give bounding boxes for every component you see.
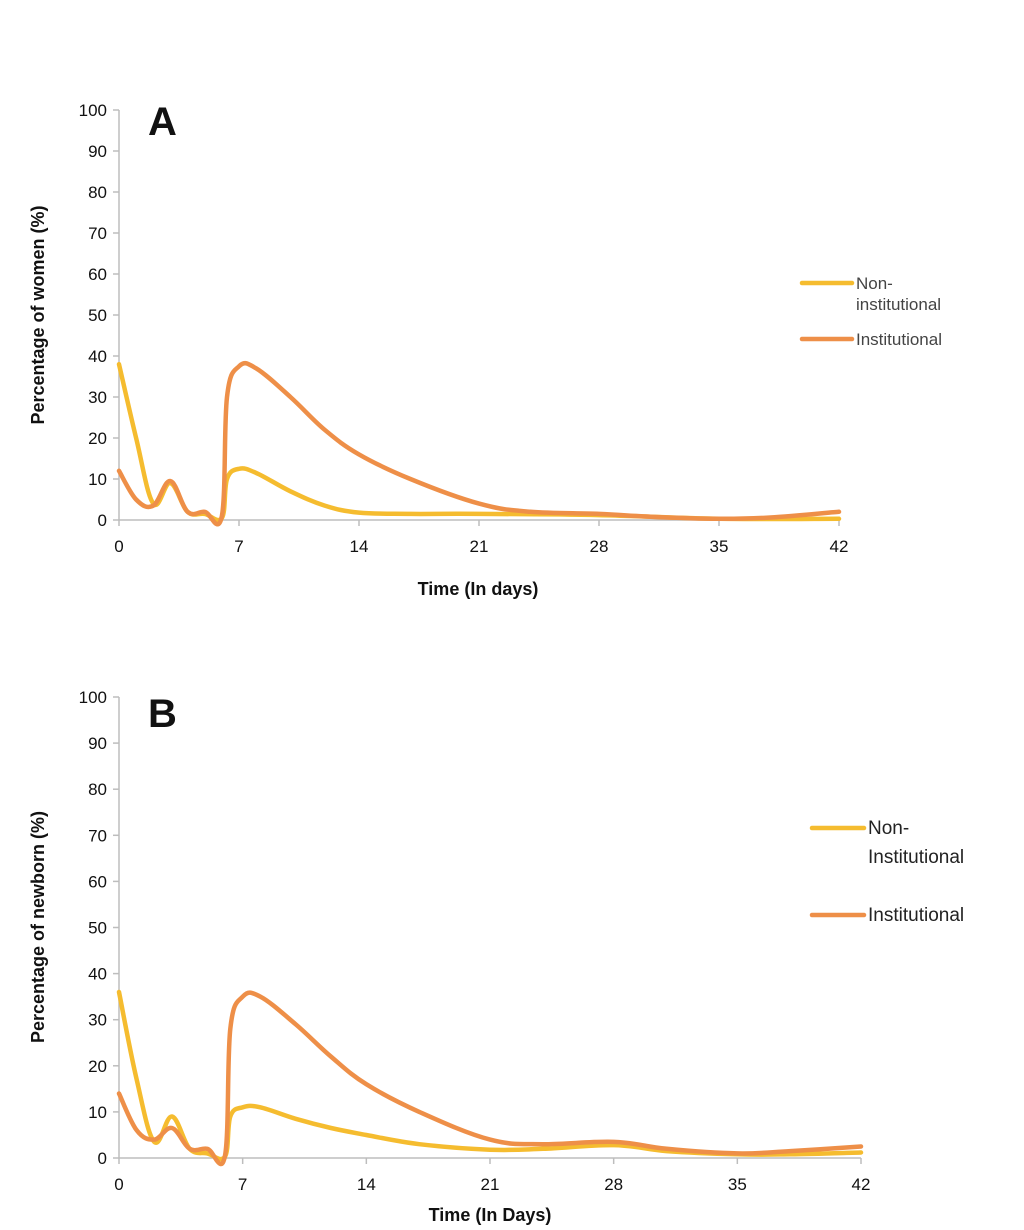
- legend-item: Non- Institutional: [809, 818, 964, 868]
- x-tick-label: 7: [234, 537, 243, 556]
- chart-panel-a: A Time (In days) Percentage of women (%)…: [28, 100, 942, 599]
- y-tick-label: 70: [88, 224, 107, 243]
- x-axis-title: Time (In days): [418, 579, 539, 599]
- y-tick-label: 0: [98, 1149, 107, 1168]
- y-tick-label: 100: [79, 688, 107, 707]
- legend-item: Non-institutional: [799, 274, 941, 314]
- x-tick-label: 21: [481, 1175, 500, 1194]
- y-tick-label: 10: [88, 1103, 107, 1122]
- x-tick-label: 35: [728, 1175, 747, 1194]
- x-tick-label: 28: [590, 537, 609, 556]
- y-tick-label: 90: [88, 142, 107, 161]
- y-tick-label: 100: [79, 101, 107, 120]
- legend-label: Institutional: [856, 330, 942, 349]
- x-tick-label: 7: [238, 1175, 247, 1194]
- series-line-institutional: [116, 360, 842, 527]
- y-tick-label: 90: [88, 734, 107, 753]
- y-tick-label: 30: [88, 388, 107, 407]
- x-tick-label: 14: [357, 1175, 376, 1194]
- y-tick-label: 30: [88, 1011, 107, 1030]
- y-tick-label: 80: [88, 183, 107, 202]
- y-tick-label: 0: [98, 511, 107, 530]
- x-tick-label: 0: [114, 1175, 123, 1194]
- legend-label: Non-: [856, 274, 893, 293]
- legend-label: Institutional: [868, 905, 964, 926]
- series-line-non-institutional: [116, 989, 864, 1162]
- x-tick-label: 14: [350, 537, 369, 556]
- y-tick-label: 80: [88, 780, 107, 799]
- legend-label: Non-: [868, 818, 909, 839]
- x-tick-label: 28: [604, 1175, 623, 1194]
- y-tick-label: 20: [88, 1057, 107, 1076]
- panel-label-b: B: [148, 692, 177, 736]
- x-tick-label: 0: [114, 537, 123, 556]
- x-tick-label: 42: [852, 1175, 871, 1194]
- y-tick-label: 60: [88, 872, 107, 891]
- chart-panel-b: B Time (In Days) Percentage of newborn (…: [28, 688, 964, 1225]
- legend-item: Institutional: [809, 905, 964, 926]
- legend-label: Institutional: [868, 847, 964, 868]
- series-line-institutional: [116, 990, 864, 1167]
- y-tick-label: 50: [88, 306, 107, 325]
- x-axis-title: Time (In Days): [429, 1205, 552, 1225]
- y-axis-title: Percentage of newborn (%): [28, 811, 48, 1043]
- x-tick-label: 42: [830, 537, 849, 556]
- legend-label: institutional: [856, 295, 941, 314]
- x-tick-label: 21: [470, 537, 489, 556]
- legend-item: Institutional: [799, 330, 942, 349]
- y-tick-label: 20: [88, 429, 107, 448]
- y-tick-label: 70: [88, 826, 107, 845]
- panel-label-a: A: [148, 100, 177, 144]
- y-tick-label: 10: [88, 470, 107, 489]
- x-tick-label: 35: [710, 537, 729, 556]
- y-tick-label: 50: [88, 919, 107, 938]
- y-tick-label: 40: [88, 347, 107, 366]
- y-tick-label: 60: [88, 265, 107, 284]
- y-axis-title: Percentage of women (%): [28, 205, 48, 424]
- y-tick-label: 40: [88, 965, 107, 984]
